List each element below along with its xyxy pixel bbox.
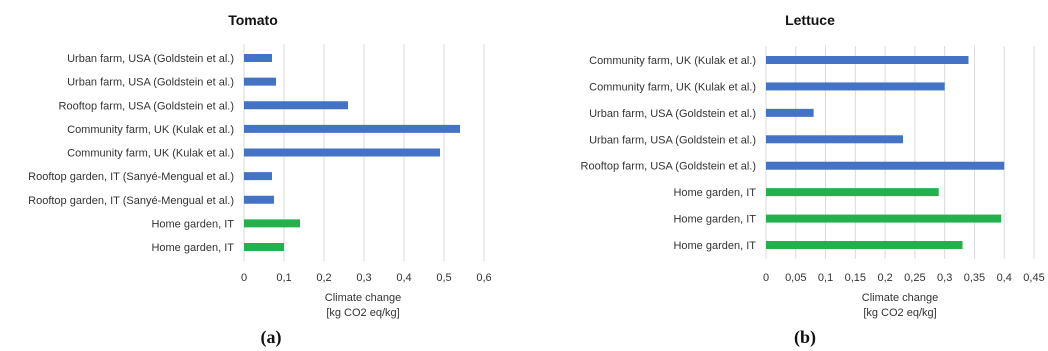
bar bbox=[766, 188, 939, 197]
x-tick-label: 0,2 bbox=[877, 272, 892, 284]
x-tick-label: 0,1 bbox=[276, 272, 291, 284]
x-tick-label: 0,05 bbox=[785, 272, 806, 284]
bar bbox=[244, 243, 284, 251]
category-label: Community farm, UK (Kulak et al.) bbox=[67, 148, 234, 160]
x-axis-label: Climate change bbox=[325, 292, 401, 304]
x-tick-label: 0,4 bbox=[997, 272, 1012, 284]
x-tick-label: 0 bbox=[241, 272, 247, 284]
bar bbox=[244, 195, 274, 204]
chart-title: Tomato bbox=[228, 12, 278, 28]
category-label: Rooftop farm, USA (Goldstein et al.) bbox=[581, 161, 756, 173]
x-tick-label: 0,15 bbox=[845, 272, 866, 284]
category-label: Home garden, IT bbox=[673, 214, 756, 226]
bar bbox=[766, 214, 1002, 223]
bar bbox=[244, 54, 272, 62]
category-label: Community farm, UK (Kulak et al.) bbox=[589, 55, 756, 67]
category-label: Urban farm, USA (Goldstein et al.) bbox=[589, 108, 756, 120]
category-label: Home garden, IT bbox=[151, 242, 234, 254]
category-label: Urban farm, USA (Goldstein et al.) bbox=[67, 53, 234, 65]
bar bbox=[766, 82, 945, 91]
x-axis-label: Climate change bbox=[862, 292, 938, 304]
category-label: Home garden, IT bbox=[151, 218, 234, 230]
category-label: Home garden, IT bbox=[673, 240, 756, 252]
chart-panel-1: Tomato Urban farm, USA (Goldstein et al.)… bbox=[28, 12, 492, 348]
bar bbox=[244, 124, 460, 133]
category-label: Rooftop garden, IT (Sanyé-Mengual et al.… bbox=[28, 171, 234, 183]
panel-label: (a) bbox=[261, 327, 282, 348]
x-tick-label: 0,5 bbox=[436, 272, 451, 284]
bar bbox=[766, 56, 969, 64]
bar bbox=[244, 219, 300, 228]
x-axis-label: [kg CO2 eq/kg] bbox=[326, 307, 399, 319]
bar bbox=[244, 148, 440, 157]
x-tick-label: 0,45 bbox=[1023, 272, 1044, 284]
bar bbox=[244, 77, 276, 86]
x-tick-label: 0,2 bbox=[316, 272, 331, 284]
category-label: Urban farm, USA (Goldstein et al.) bbox=[67, 77, 234, 89]
x-tick-label: 0,4 bbox=[396, 272, 411, 284]
bar bbox=[766, 161, 1005, 170]
bar bbox=[766, 135, 903, 144]
category-label: Home garden, IT bbox=[673, 187, 756, 199]
category-label: Rooftop garden, IT (Sanyé-Mengual et al.… bbox=[28, 195, 234, 207]
x-tick-label: 0,35 bbox=[964, 272, 985, 284]
category-label: Community farm, UK (Kulak et al.) bbox=[67, 124, 234, 136]
x-axis-label: [kg CO2 eq/kg] bbox=[863, 307, 936, 319]
x-tick-label: 0,25 bbox=[904, 272, 925, 284]
chart-title: Lettuce bbox=[785, 12, 835, 28]
x-tick-label: 0,1 bbox=[818, 272, 833, 284]
bar bbox=[766, 241, 963, 249]
category-label: Urban farm, USA (Goldstein et al.) bbox=[589, 134, 756, 146]
bar bbox=[244, 101, 348, 110]
x-tick-label: 0,6 bbox=[476, 272, 491, 284]
x-tick-label: 0,3 bbox=[937, 272, 952, 284]
x-tick-label: 0,3 bbox=[356, 272, 371, 284]
chart-panel-2: Lettuce Community farm, UK (Kulak et al.)… bbox=[581, 12, 1045, 348]
bar bbox=[766, 108, 814, 117]
x-tick-label: 0 bbox=[763, 272, 769, 284]
panel-label: (b) bbox=[794, 327, 816, 348]
category-label: Community farm, UK (Kulak et al.) bbox=[589, 81, 756, 93]
category-label: Rooftop farm, USA (Goldstein et al.) bbox=[59, 100, 234, 112]
bar bbox=[244, 172, 272, 181]
